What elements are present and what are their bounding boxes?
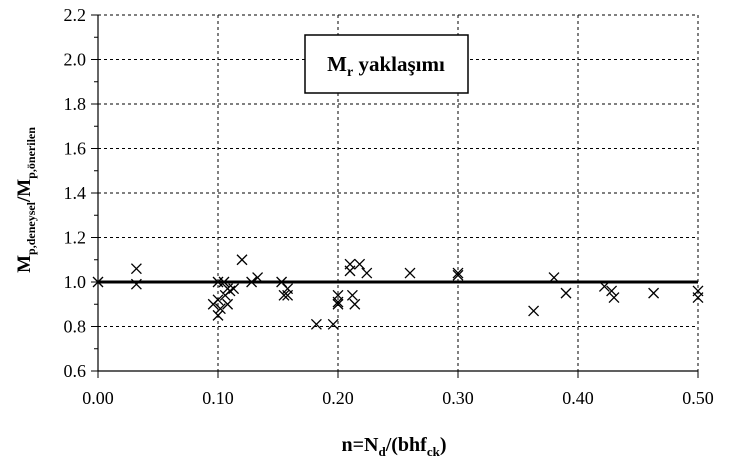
x-axis-title: n=Nd/(bhfck) (342, 434, 447, 459)
x-tick-label: 0.30 (442, 388, 474, 408)
data-point (327, 318, 339, 330)
annotation-text: Mr yaklaşımı (327, 52, 445, 80)
data-point (344, 265, 356, 277)
y-tick-label: 1.0 (64, 272, 87, 292)
axes (91, 14, 699, 378)
data-point (452, 267, 464, 279)
data-point (278, 289, 290, 301)
y-tick-label: 1.6 (64, 139, 87, 159)
x-tick-label: 0.50 (682, 388, 714, 408)
data-point (236, 254, 248, 266)
data-point (224, 285, 236, 297)
annotation-box: Mr yaklaşımı (304, 34, 469, 94)
data-point (404, 267, 416, 279)
data-point (92, 276, 104, 288)
data-point (332, 296, 344, 308)
data-point (130, 263, 142, 275)
y-tick-label: 0.6 (64, 361, 87, 381)
data-point (282, 289, 294, 301)
y-tick-label: 2.0 (64, 50, 87, 70)
x-tick-label: 0.20 (322, 388, 354, 408)
data-point (548, 272, 560, 284)
data-point (246, 276, 258, 288)
data-point (212, 309, 224, 321)
data-point (598, 280, 610, 292)
data-point (214, 303, 226, 315)
data-point (528, 305, 540, 317)
data-point (361, 267, 373, 279)
data-points (92, 254, 704, 330)
y-axis-title: Mp,deneysel/Mp,önerilen (14, 127, 38, 273)
data-point (130, 278, 142, 290)
tick-labels: 0.6 0.8 1.0 1.2 1.4 1.6 1.8 2.0 2.2 0.00 0.10 0.20 0… (64, 5, 714, 408)
data-point (692, 292, 704, 304)
y-tick-label: 1.8 (64, 94, 87, 114)
data-point (228, 283, 240, 295)
data-point (606, 285, 618, 297)
data-point (252, 272, 264, 284)
x-tick-label: 0.40 (562, 388, 594, 408)
data-point (349, 298, 361, 310)
y-tick-label: 2.2 (64, 5, 87, 25)
data-point (452, 269, 464, 281)
y-tick-label: 0.8 (64, 317, 87, 337)
data-point (648, 287, 660, 299)
x-tick-label: 0.00 (82, 388, 114, 408)
y-tick-label: 1.4 (64, 183, 87, 203)
data-point (212, 294, 224, 306)
x-tick-label: 0.10 (202, 388, 234, 408)
data-point (332, 298, 344, 310)
data-point (310, 318, 322, 330)
data-point (346, 289, 358, 301)
data-point (222, 298, 234, 310)
data-point (218, 276, 230, 288)
data-point (608, 292, 620, 304)
data-point (560, 287, 572, 299)
y-tick-label: 1.2 (64, 228, 87, 248)
data-point (354, 258, 366, 270)
